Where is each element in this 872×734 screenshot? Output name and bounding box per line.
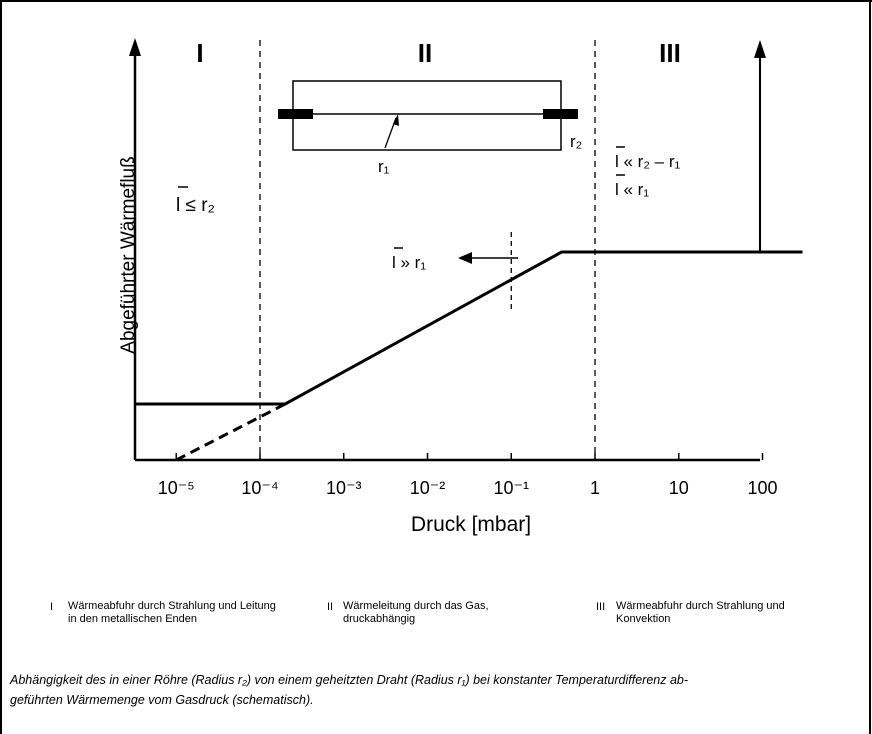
inset-r1-label: r₁ [378,157,390,176]
region-II-arrow-icon [458,252,472,264]
region-label-III: III [659,38,681,68]
r1-pointer-arrow-icon [393,114,399,126]
tube-diagram: r₁ r₂ [278,80,582,176]
x-tick-label: 10⁻⁵ [158,478,195,498]
region-I-condition-text: l ≤ r₂ [176,195,215,216]
series-heatflow-line [135,250,803,406]
inset-r2-label: r₂ [570,132,582,151]
region-II-condition-text: l » r₁ [392,253,426,272]
region-label-I: I [196,38,203,68]
frame-top-border [0,0,872,2]
x-tick-label: 10⁻³ [326,478,362,498]
x-tick-label: 10⁻⁴ [241,478,278,498]
x-tick-label: 10⁻¹ [493,478,529,498]
region-II-condition: l » r₁ [392,247,518,272]
x-tick-label: 10 [669,478,689,498]
frame-left-border [0,0,2,734]
right-axis-arrow-icon [754,40,766,58]
region-label-II: II [418,38,432,68]
y-axis-arrow-icon [129,38,141,56]
x-tick-label: 100 [747,478,777,498]
x-tick-label: 10⁻² [410,478,446,498]
series-extrapolation-dashed [175,402,286,462]
series-layer [135,232,803,462]
region-III-condition-line2: l « r₁ [615,180,649,199]
frame-right-border [869,0,871,734]
x-axis-label: Druck [mbar] [411,513,531,536]
region-I-condition: l ≤ r₂ [176,186,215,216]
right-end-cap [543,109,578,119]
x-tick-label: 1 [590,478,600,498]
y-axis-label: Abgeführter Wärmefluß [118,156,139,353]
left-end-cap [278,109,313,119]
region-III-condition: l « r₂ – r₁ l « r₁ [615,146,681,199]
tube-outline [292,80,562,151]
x-ticks: 10⁻⁵ 10⁻⁴ 10⁻³ 10⁻² 10⁻¹ 1 10 100 [158,453,778,498]
region-III-condition-line1: l « r₂ – r₁ [615,152,681,171]
